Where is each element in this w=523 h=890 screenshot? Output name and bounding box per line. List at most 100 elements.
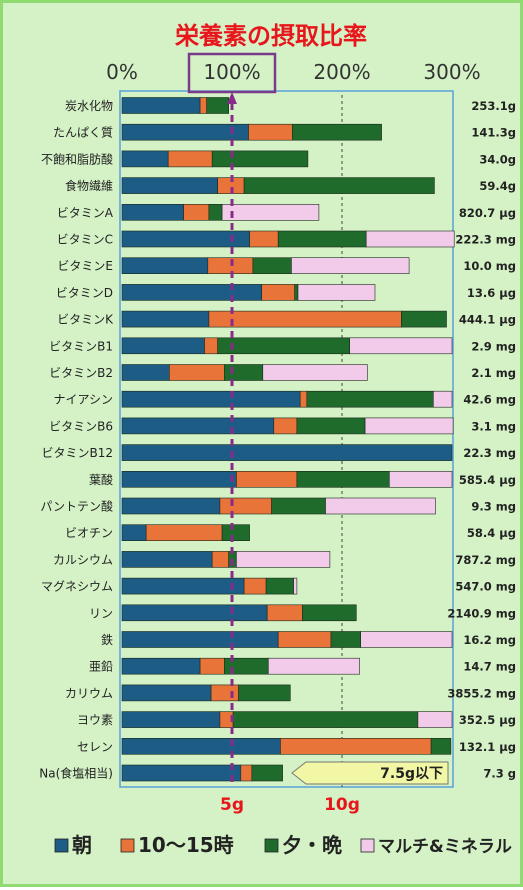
value-label: 787.2 mg — [455, 553, 516, 567]
bar-segment — [432, 390, 453, 408]
bar-segment — [267, 657, 360, 675]
category-label: 炭水化物 — [65, 99, 113, 113]
bar-segment — [330, 631, 362, 648]
bar-segment — [121, 310, 210, 328]
legend-label: マルチ&ミネラル — [378, 837, 512, 857]
category-label: ナイアシン — [53, 393, 113, 407]
category-label: リン — [89, 606, 113, 620]
bar-segment — [121, 711, 221, 728]
bar-segment — [183, 204, 210, 221]
x-tick-label: 0% — [106, 60, 138, 84]
x-tick-label: 300% — [423, 60, 480, 84]
bar-segment — [121, 417, 275, 435]
value-label: 444.1 μg — [459, 313, 516, 327]
category-label: ビタミンE — [57, 259, 113, 273]
bar-segment — [121, 177, 218, 194]
bar-segment — [208, 204, 223, 221]
bar-segment — [217, 337, 350, 355]
bar-segment — [121, 497, 221, 515]
bar-segment — [121, 123, 249, 141]
value-label: 13.6 μg — [467, 286, 516, 300]
value-label: 352.5 μg — [459, 713, 516, 727]
category-label: ビタミンB6 — [49, 419, 113, 433]
bar-segment — [251, 764, 283, 782]
bar-segment — [208, 310, 402, 328]
bar-segment — [211, 150, 309, 168]
category-label: ビタミンC — [57, 233, 113, 247]
bar-segment — [401, 310, 447, 328]
bar-segment — [221, 524, 250, 542]
bar-segment — [121, 390, 301, 408]
bar-segment — [221, 204, 320, 221]
bar-segment — [364, 417, 454, 435]
value-label: 253.1g — [471, 99, 516, 113]
bar-segment — [430, 737, 452, 755]
bottom-label: 5g — [220, 795, 244, 815]
value-label: 3.1 mg — [471, 419, 516, 433]
legend-label: 夕・晩 — [282, 833, 342, 857]
bar-segment — [211, 551, 229, 568]
bar-segment — [293, 577, 298, 595]
bar-segment — [417, 711, 453, 728]
bar-segment — [299, 390, 308, 408]
bar-segment — [249, 230, 279, 248]
value-label: 132.1 μg — [459, 740, 516, 754]
sodium-callout-box — [291, 761, 449, 785]
legend-swatch — [54, 838, 69, 853]
value-label: 547.0 mg — [455, 580, 516, 594]
legend-swatch — [120, 838, 135, 853]
bar-segment — [360, 631, 453, 648]
category-label: セレン — [77, 740, 113, 754]
value-label: 59.4g — [479, 179, 516, 193]
bar-segment — [238, 684, 291, 702]
value-label: 34.0g — [479, 152, 516, 166]
category-label: ヨウ素 — [77, 713, 113, 727]
bar-segment — [291, 257, 410, 274]
bar-segment — [306, 390, 434, 408]
category-label: カルシウム — [53, 553, 113, 567]
bar-segment — [121, 631, 279, 648]
bar-segment — [121, 257, 209, 274]
value-label: 9.3 mg — [471, 500, 516, 514]
category-label: ビタミンB2 — [49, 366, 113, 380]
sodium-callout-text: 7.5g以下 — [380, 766, 443, 782]
x-tick-label: 200% — [313, 60, 370, 84]
x-tick-label: 100% — [203, 60, 260, 84]
category-label: ビタミンB1 — [49, 339, 113, 353]
bar-segment — [145, 524, 223, 542]
bar-segment — [121, 204, 184, 221]
bar-segment — [121, 444, 453, 461]
bar-segment — [296, 470, 390, 488]
bar-segment — [121, 764, 242, 782]
value-label: 2.9 mg — [471, 339, 516, 353]
bar-segment — [204, 337, 218, 355]
bar-segment — [121, 684, 212, 702]
bar-segment — [121, 337, 205, 355]
bar-segment — [121, 470, 237, 488]
bar-segment — [243, 577, 267, 595]
category-label: Na(食塩相当) — [39, 766, 113, 781]
value-label: 3855.2 mg — [447, 686, 516, 700]
value-label: 22.3 mg — [463, 446, 516, 460]
value-label: 2.1 mg — [471, 366, 516, 380]
bar-segment — [349, 337, 453, 355]
plot-area — [119, 90, 454, 788]
bar-segment — [121, 284, 262, 301]
bar-segment — [388, 470, 453, 488]
bar-segment — [224, 364, 264, 381]
bar-segment — [240, 764, 253, 782]
bar-segment — [273, 417, 298, 435]
category-label: ビタミンK — [57, 313, 114, 327]
bar-segment — [199, 657, 225, 675]
bar-segment — [325, 497, 436, 515]
category-label: パントテン酸 — [40, 499, 113, 514]
bar-segment — [266, 604, 303, 622]
bar-segment — [243, 177, 435, 194]
category-label: ビタミンD — [56, 286, 113, 300]
category-label: マグネシウム — [41, 580, 113, 594]
category-label: ビタミンA — [57, 206, 114, 220]
bar-segment — [167, 150, 213, 168]
bar-segment — [121, 657, 201, 675]
bar-segment — [121, 97, 201, 114]
